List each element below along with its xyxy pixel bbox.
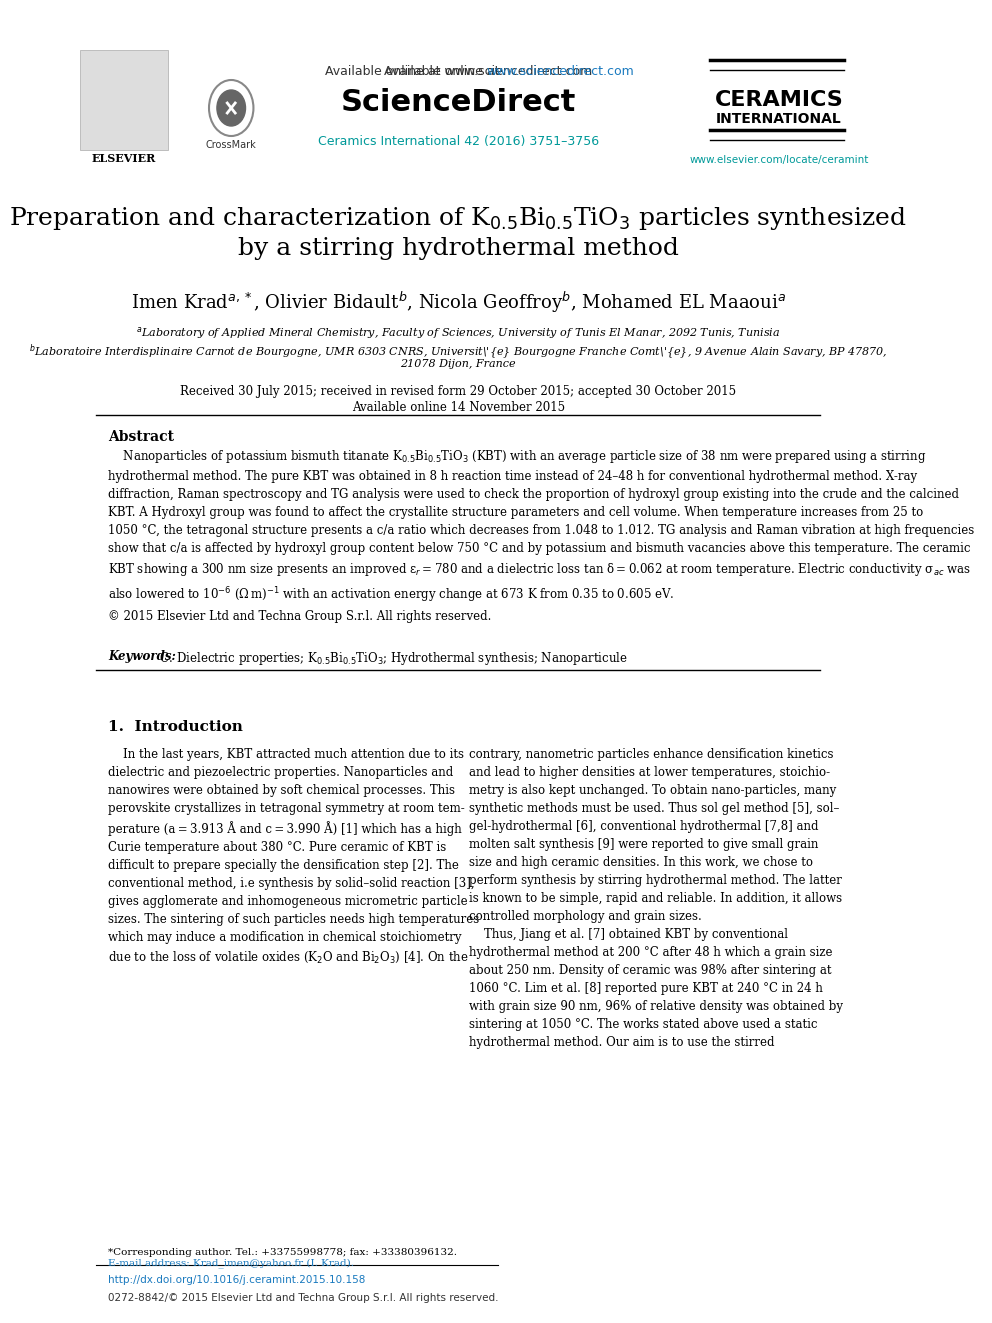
Text: ScienceDirect: ScienceDirect [340, 89, 576, 116]
Text: $^{b}$Laboratoire Interdisplinaire Carnot de Bourgogne, UMR 6303 CNRS, Universit: $^{b}$Laboratoire Interdisplinaire Carno… [29, 343, 888, 363]
Text: www.elsevier.com/locate/ceramint: www.elsevier.com/locate/ceramint [689, 155, 869, 165]
Text: 1.  Introduction: 1. Introduction [108, 720, 243, 734]
Text: ELSEVIER: ELSEVIER [92, 153, 156, 164]
Text: by a stirring hydrothermal method: by a stirring hydrothermal method [238, 237, 679, 261]
Text: $^{a}$Laboratory of Applied Mineral Chemistry, Faculty of Sciences, University o: $^{a}$Laboratory of Applied Mineral Chem… [136, 325, 781, 341]
Text: Preparation and characterization of K$_{0.5}$Bi$_{0.5}$TiO$_{3}$ particles synth: Preparation and characterization of K$_{… [9, 205, 907, 232]
Text: CrossMark: CrossMark [206, 140, 257, 149]
Text: C. Dielectric properties; K$_{0.5}$Bi$_{0.5}$TiO$_{3}$; Hydrothermal synthesis; : C. Dielectric properties; K$_{0.5}$Bi$_{… [156, 650, 628, 667]
Circle shape [217, 90, 245, 126]
Text: Abstract: Abstract [108, 430, 175, 445]
Text: 21078 Dijon, France: 21078 Dijon, France [401, 359, 516, 369]
Text: Keywords:: Keywords: [108, 650, 176, 663]
Text: Ceramics International 42 (2016) 3751–3756: Ceramics International 42 (2016) 3751–37… [317, 135, 599, 148]
Text: INTERNATIONAL: INTERNATIONAL [716, 112, 842, 126]
Text: Available online at www.sciencedirect.com: Available online at www.sciencedirect.co… [324, 65, 592, 78]
Text: CERAMICS: CERAMICS [714, 90, 843, 110]
Text: Available online at: Available online at [385, 65, 504, 78]
Text: Imen Krad$^{a,*}$, Olivier Bidault$^{b}$, Nicola Geoffroy$^{b}$, Mohamed EL Maao: Imen Krad$^{a,*}$, Olivier Bidault$^{b}$… [131, 290, 786, 315]
Text: Available online 14 November 2015: Available online 14 November 2015 [352, 401, 564, 414]
FancyBboxPatch shape [80, 50, 168, 149]
Text: E-mail address: Krad_imen@yahoo.fr (I. Krad).: E-mail address: Krad_imen@yahoo.fr (I. K… [108, 1258, 354, 1267]
Text: Nanoparticles of potassium bismuth titanate K$_{0.5}$Bi$_{0.5}$TiO$_{3}$ (KBT) w: Nanoparticles of potassium bismuth titan… [108, 448, 974, 623]
Text: Received 30 July 2015; received in revised form 29 October 2015; accepted 30 Oct: Received 30 July 2015; received in revis… [181, 385, 736, 398]
Text: In the last years, KBT attracted much attention due to its
dielectric and piezoe: In the last years, KBT attracted much at… [108, 747, 479, 964]
Text: 0272-8842/© 2015 Elsevier Ltd and Techna Group S.r.l. All rights reserved.: 0272-8842/© 2015 Elsevier Ltd and Techna… [108, 1293, 499, 1303]
Text: contrary, nanometric particles enhance densification kinetics
and lead to higher: contrary, nanometric particles enhance d… [469, 747, 843, 1049]
Text: http://dx.doi.org/10.1016/j.ceramint.2015.10.158: http://dx.doi.org/10.1016/j.ceramint.201… [108, 1275, 366, 1285]
Text: www.sciencedirect.com: www.sciencedirect.com [487, 65, 635, 78]
Text: *Corresponding author. Tel.: +33755998778; fax: +33380396132.: *Corresponding author. Tel.: +3375599877… [108, 1248, 457, 1257]
